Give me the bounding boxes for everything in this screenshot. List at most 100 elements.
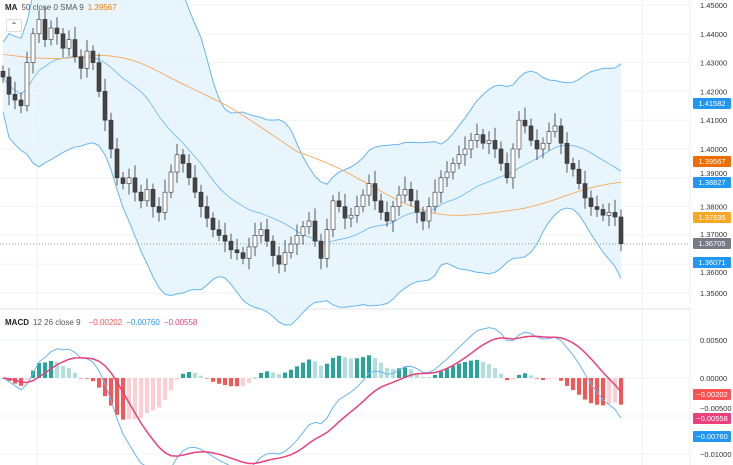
price-tick-label: 1.41000 [700,116,727,125]
price-axis-label: 1.36071 [693,256,731,268]
candle-body [12,93,18,101]
candle-body [210,217,216,230]
macd-histogram-bar [199,375,203,378]
macd-histogram-bar [145,378,149,414]
candle-body [348,214,354,219]
candle-body [72,39,78,58]
macd-histogram-bar [37,363,41,378]
candle-body [312,220,318,242]
candle-body [84,50,90,69]
macd-histogram-bar [235,378,239,387]
macd-histogram-bar [529,375,533,378]
macd-histogram-bar [493,367,497,378]
macd-legend-hist: −0.00202 [88,318,123,327]
candle-body [330,200,336,230]
candle-body [246,246,252,259]
candle-body [132,177,138,193]
macd-histogram-bar [601,378,605,406]
price-tick-label: 1.43000 [700,59,727,68]
candle-body [6,76,12,95]
price-tick-label: 1.44000 [700,30,727,39]
candle-body [180,154,186,164]
candle-body [294,235,300,245]
candle-body [42,19,48,40]
macd-histogram-bar [487,364,491,378]
candle-body [498,148,504,164]
macd-histogram-bar [403,367,407,378]
macd-histogram-bar [25,378,29,380]
candle-body [372,183,378,202]
ma-legend[interactable]: MA 50 close 0 SMA 9 1.39567 [5,3,121,12]
candle-body [288,243,294,253]
macd-histogram-bar [343,357,347,378]
macd-histogram-bar [535,378,539,379]
candle-body [486,140,492,144]
macd-tick-label: 0.00500 [700,336,727,345]
macd-tick-label: −0.01000 [700,450,732,459]
candle-body [0,70,6,78]
macd-histogram-bar [505,378,509,381]
candle-body [228,240,234,251]
candle-body [480,134,486,144]
candle-body [78,56,84,69]
macd-histogram-bar [553,378,557,379]
signal-line [2,335,622,465]
macd-histogram-bar [271,372,275,378]
candle-body [462,148,468,156]
macd-histogram-bar [559,378,563,381]
macd-histogram-bar [433,374,437,378]
candle-body [108,119,114,150]
ma-legend-name: MA [5,3,18,12]
macd-legend-signal: −0.00558 [163,318,198,327]
macd-histogram-bar [187,372,191,378]
bollinger-band-fill [3,0,621,326]
candle-body [54,27,60,35]
collapse-legend-button[interactable]: ⌃ [6,19,22,32]
macd-histogram-bar [325,363,329,378]
macd-histogram-bar [337,355,341,378]
candle-body [240,252,246,259]
macd-histogram-bar [427,377,431,378]
macd-histogram-bar [295,366,299,378]
macd-histogram-bar [451,365,455,378]
macd-histogram-bar [247,378,251,383]
macd-histogram-bar [349,358,353,378]
candle-body [414,200,420,213]
candle-body [270,240,276,256]
candle-body [336,200,342,207]
bollinger-lower-line [2,111,622,326]
macd-histogram-bar [583,378,587,400]
macd-histogram-bar [589,378,593,404]
macd-histogram-bar [67,367,71,378]
candle-body [234,249,240,253]
candle-body [606,212,612,216]
macd-histogram-bar [121,378,125,420]
candle-body [216,229,222,236]
candle-body [60,33,66,49]
macd-histogram-bar [175,378,179,380]
macd-histogram-bar [397,368,401,378]
macd-histogram-bar [499,373,503,378]
candle-body [564,142,570,164]
macd-histogram-bar [85,378,89,379]
candle-body [252,235,258,248]
macd-legend[interactable]: MACD 12 26 close 9 −0.00202 −0.00760 −0.0055… [5,318,201,327]
candle-body [576,168,582,184]
candle-body [450,163,456,173]
candle-body [510,148,516,179]
macd-tick-label: 0.00000 [700,374,727,383]
candle-body [432,191,438,207]
price-tick-label: 1.35000 [700,289,727,298]
macd-histogram-bar [385,367,389,378]
candle-body [144,189,150,202]
macd-histogram-bar [109,378,113,406]
candle-body [474,134,480,141]
macd-histogram-bar [607,378,611,404]
macd-histogram-bar [307,359,311,378]
macd-histogram-bar [301,362,305,378]
candle-body [402,189,408,196]
ma-legend-value: 1.39567 [87,3,117,12]
macd-histogram-bar [547,378,551,380]
macd-histogram-bar [571,378,575,391]
